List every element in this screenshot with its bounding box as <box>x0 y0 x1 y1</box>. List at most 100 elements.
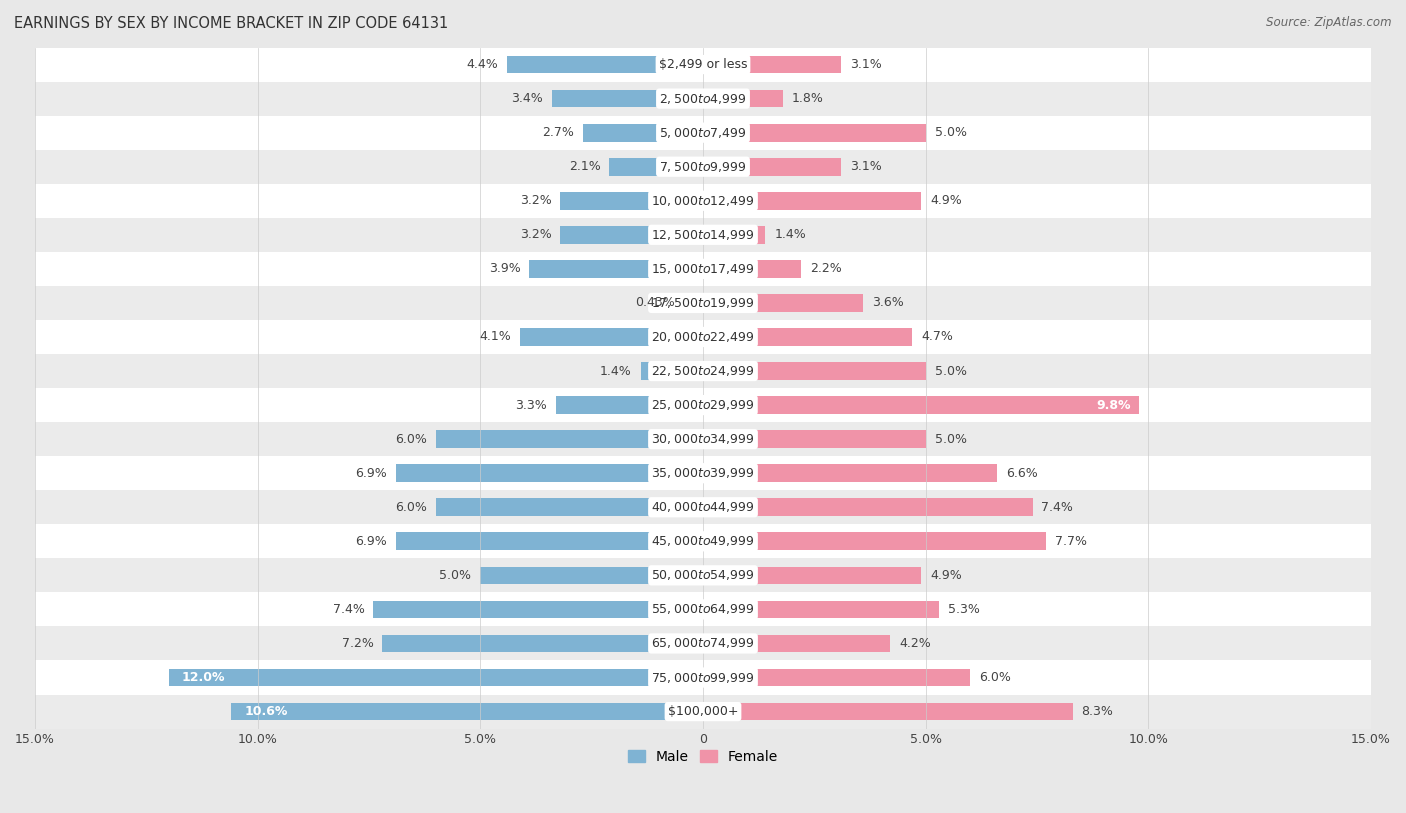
Text: 4.4%: 4.4% <box>467 58 498 71</box>
FancyBboxPatch shape <box>35 47 1371 81</box>
Bar <box>481 567 703 585</box>
Text: $17,500 to $19,999: $17,500 to $19,999 <box>651 296 755 310</box>
Text: $40,000 to $44,999: $40,000 to $44,999 <box>651 500 755 515</box>
FancyBboxPatch shape <box>35 286 1371 320</box>
Text: Source: ZipAtlas.com: Source: ZipAtlas.com <box>1267 16 1392 29</box>
Text: $12,500 to $14,999: $12,500 to $14,999 <box>651 228 755 241</box>
Bar <box>703 89 783 107</box>
Text: 6.0%: 6.0% <box>979 671 1011 684</box>
Text: $50,000 to $54,999: $50,000 to $54,999 <box>651 568 755 582</box>
Text: 3.2%: 3.2% <box>520 194 551 207</box>
Text: 6.0%: 6.0% <box>395 433 427 446</box>
Text: 3.9%: 3.9% <box>489 263 520 276</box>
Text: 4.9%: 4.9% <box>931 569 962 582</box>
Text: $100,000+: $100,000+ <box>668 705 738 718</box>
Text: $2,499 or less: $2,499 or less <box>659 58 747 71</box>
Text: 9.8%: 9.8% <box>1097 398 1130 411</box>
Text: 3.1%: 3.1% <box>851 160 882 173</box>
Text: EARNINGS BY SEX BY INCOME BRACKET IN ZIP CODE 64131: EARNINGS BY SEX BY INCOME BRACKET IN ZIP… <box>14 16 449 31</box>
Bar <box>683 294 703 311</box>
Bar <box>703 498 1032 516</box>
Bar <box>395 533 703 550</box>
Text: $20,000 to $22,499: $20,000 to $22,499 <box>651 330 755 344</box>
Text: 7.4%: 7.4% <box>333 603 364 616</box>
Bar <box>231 702 703 720</box>
Bar <box>382 635 703 652</box>
FancyBboxPatch shape <box>35 184 1371 218</box>
Bar <box>703 396 1139 414</box>
Text: 5.0%: 5.0% <box>935 433 966 446</box>
Bar <box>520 328 703 346</box>
Text: 3.3%: 3.3% <box>516 398 547 411</box>
FancyBboxPatch shape <box>35 150 1371 184</box>
Bar <box>508 56 703 73</box>
Bar <box>703 430 925 448</box>
Text: 5.0%: 5.0% <box>935 364 966 377</box>
FancyBboxPatch shape <box>35 660 1371 694</box>
Bar <box>703 702 1073 720</box>
Bar <box>703 294 863 311</box>
Text: 6.9%: 6.9% <box>356 467 387 480</box>
Bar <box>703 567 921 585</box>
Text: 2.7%: 2.7% <box>541 126 574 139</box>
Text: $35,000 to $39,999: $35,000 to $39,999 <box>651 466 755 480</box>
FancyBboxPatch shape <box>35 422 1371 456</box>
Text: $30,000 to $34,999: $30,000 to $34,999 <box>651 433 755 446</box>
FancyBboxPatch shape <box>35 252 1371 286</box>
Bar <box>169 668 703 686</box>
Text: 8.3%: 8.3% <box>1081 705 1114 718</box>
Legend: Male, Female: Male, Female <box>623 744 783 769</box>
Text: 3.2%: 3.2% <box>520 228 551 241</box>
FancyBboxPatch shape <box>35 524 1371 559</box>
Bar <box>703 328 912 346</box>
Text: 5.0%: 5.0% <box>935 126 966 139</box>
Bar <box>529 260 703 278</box>
Text: 1.4%: 1.4% <box>600 364 631 377</box>
FancyBboxPatch shape <box>35 456 1371 490</box>
Text: $25,000 to $29,999: $25,000 to $29,999 <box>651 398 755 412</box>
Bar <box>703 668 970 686</box>
Bar <box>561 226 703 244</box>
Bar <box>609 158 703 176</box>
FancyBboxPatch shape <box>35 694 1371 728</box>
Bar <box>703 124 925 141</box>
Text: $15,000 to $17,499: $15,000 to $17,499 <box>651 262 755 276</box>
Text: 4.9%: 4.9% <box>931 194 962 207</box>
Bar <box>374 601 703 618</box>
Text: 3.4%: 3.4% <box>510 92 543 105</box>
Bar <box>703 226 765 244</box>
FancyBboxPatch shape <box>35 490 1371 524</box>
Text: 3.6%: 3.6% <box>872 297 904 310</box>
Text: 12.0%: 12.0% <box>181 671 225 684</box>
Text: $65,000 to $74,999: $65,000 to $74,999 <box>651 637 755 650</box>
Bar <box>703 260 801 278</box>
FancyBboxPatch shape <box>35 559 1371 593</box>
Bar <box>703 192 921 210</box>
Text: $2,500 to $4,999: $2,500 to $4,999 <box>659 92 747 106</box>
Text: $75,000 to $99,999: $75,000 to $99,999 <box>651 671 755 685</box>
Bar <box>703 635 890 652</box>
Text: 5.3%: 5.3% <box>948 603 980 616</box>
Text: 6.6%: 6.6% <box>1005 467 1038 480</box>
Bar <box>641 362 703 380</box>
Bar <box>555 396 703 414</box>
Text: 6.0%: 6.0% <box>395 501 427 514</box>
Text: 7.4%: 7.4% <box>1042 501 1073 514</box>
Text: 2.1%: 2.1% <box>569 160 600 173</box>
Text: 3.1%: 3.1% <box>851 58 882 71</box>
Bar <box>436 498 703 516</box>
Bar <box>703 464 997 482</box>
FancyBboxPatch shape <box>35 81 1371 115</box>
Text: 7.7%: 7.7% <box>1054 535 1087 548</box>
Text: $55,000 to $64,999: $55,000 to $64,999 <box>651 602 755 616</box>
Text: $10,000 to $12,499: $10,000 to $12,499 <box>651 193 755 208</box>
FancyBboxPatch shape <box>35 627 1371 660</box>
Bar <box>561 192 703 210</box>
Text: 5.0%: 5.0% <box>440 569 471 582</box>
Bar <box>436 430 703 448</box>
Text: 4.7%: 4.7% <box>921 330 953 343</box>
Bar <box>703 533 1046 550</box>
Text: 1.8%: 1.8% <box>792 92 824 105</box>
Text: 0.43%: 0.43% <box>636 297 675 310</box>
FancyBboxPatch shape <box>35 354 1371 388</box>
